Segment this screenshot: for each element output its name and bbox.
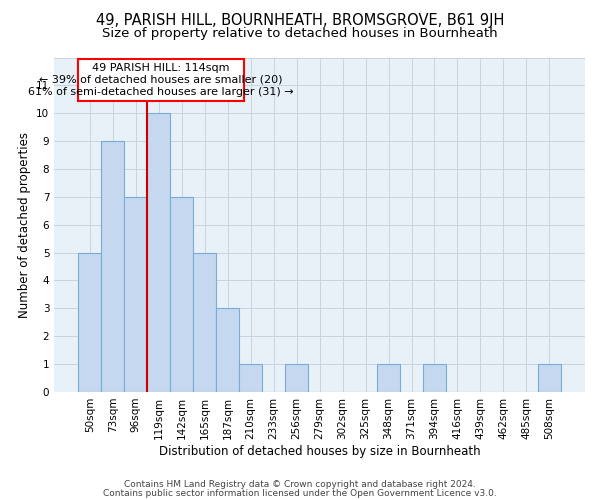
Bar [79, 252, 101, 392]
Text: Contains HM Land Registry data © Crown copyright and database right 2024.: Contains HM Land Registry data © Crown c… [124, 480, 476, 489]
Text: Contains public sector information licensed under the Open Government Licence v3: Contains public sector information licen… [103, 488, 497, 498]
Bar [423, 364, 446, 392]
Bar [101, 141, 124, 392]
Text: 49, PARISH HILL, BOURNHEATH, BROMSGROVE, B61 9JH: 49, PARISH HILL, BOURNHEATH, BROMSGROVE,… [96, 12, 504, 28]
Text: 61% of semi-detached houses are larger (31) →: 61% of semi-detached houses are larger (… [28, 87, 294, 97]
Text: Size of property relative to detached houses in Bournheath: Size of property relative to detached ho… [102, 28, 498, 40]
Bar [79, 59, 244, 100]
Bar [170, 197, 193, 392]
Bar [538, 364, 561, 392]
Text: ← 39% of detached houses are smaller (20): ← 39% of detached houses are smaller (20… [40, 75, 283, 85]
Bar [285, 364, 308, 392]
X-axis label: Distribution of detached houses by size in Bournheath: Distribution of detached houses by size … [159, 444, 481, 458]
Bar [124, 197, 147, 392]
Y-axis label: Number of detached properties: Number of detached properties [17, 132, 31, 318]
Text: 49 PARISH HILL: 114sqm: 49 PARISH HILL: 114sqm [92, 63, 230, 73]
Bar [193, 252, 216, 392]
Bar [147, 113, 170, 392]
Bar [377, 364, 400, 392]
Bar [216, 308, 239, 392]
Bar [239, 364, 262, 392]
